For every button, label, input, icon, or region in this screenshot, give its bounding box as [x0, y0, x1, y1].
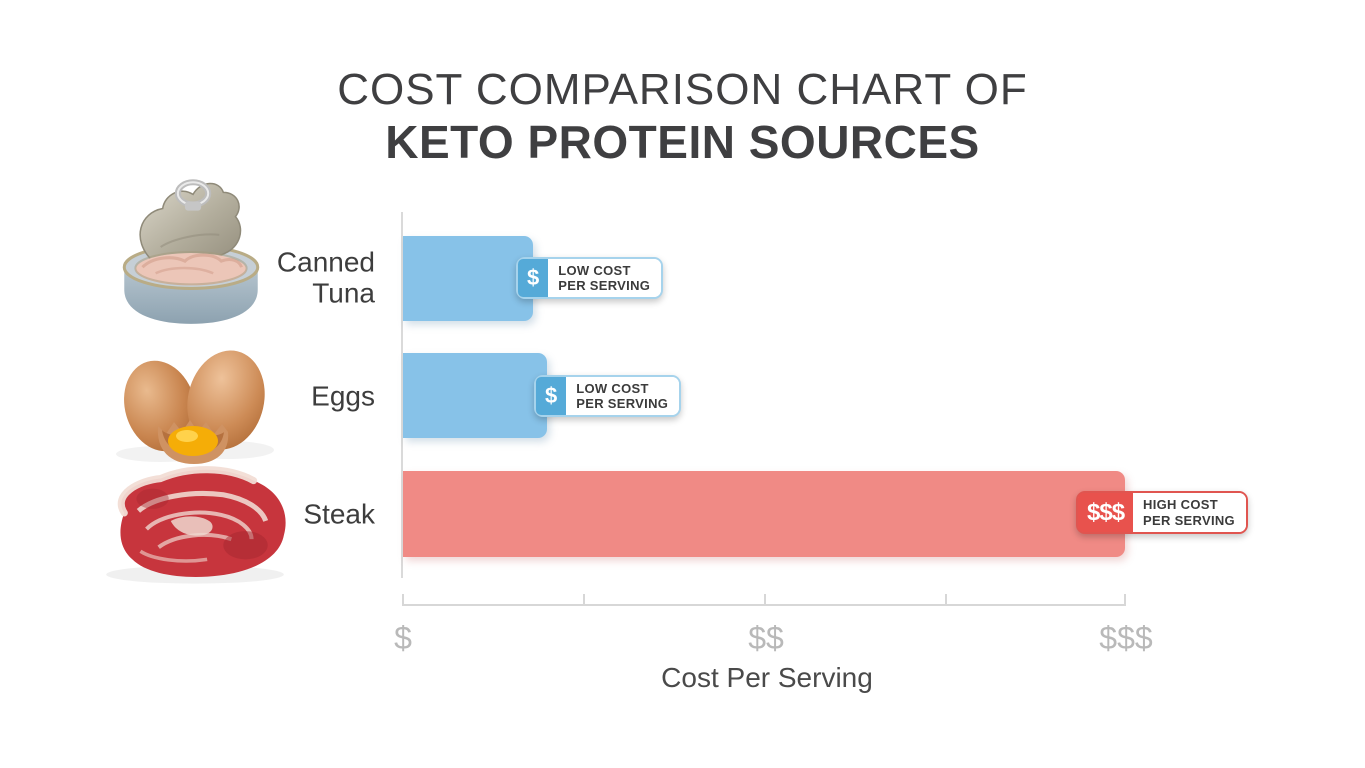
dollar-symbol: $: [518, 259, 549, 297]
bar-steak: [403, 471, 1125, 557]
x-axis-tick: [1124, 594, 1126, 606]
x-tick-label-low: $: [394, 620, 412, 656]
cost-badge-line-2: PER SERVING: [1143, 512, 1235, 528]
x-axis-tick: [583, 594, 585, 606]
bar-eggs: [403, 353, 547, 438]
x-tick-label-mid: $$: [748, 620, 784, 656]
cost-badge-steak: $$$ HIGH COST PER SERVING: [1076, 491, 1248, 534]
steak-photo: [106, 466, 286, 584]
y-axis-line: [401, 212, 403, 578]
cost-badge-text: LOW COST PER SERVING: [566, 377, 680, 415]
cost-badge-line-2: PER SERVING: [576, 396, 669, 411]
x-axis-title: Cost Per Serving: [661, 662, 873, 693]
category-label-steak: Steak: [303, 498, 375, 530]
cost-badge-line-1: LOW COST: [576, 380, 649, 396]
bar-canned-tuna: [403, 236, 533, 321]
x-axis-tick: [402, 594, 404, 606]
cost-badge-text: LOW COST PER SERVING: [548, 259, 662, 297]
cost-badge-line-2: PER SERVING: [558, 278, 651, 293]
cost-badge-eggs: $ LOW COST PER SERVING: [534, 375, 682, 417]
category-label-canned-tuna: Canned Tuna: [276, 246, 375, 309]
x-axis-tick: [945, 594, 947, 606]
triple-dollar-symbol: $$$: [1078, 493, 1134, 532]
canned-tuna-photo: [122, 179, 260, 324]
title-line-2: KETO PROTEIN SOURCES: [385, 116, 980, 169]
cost-badge-canned-tuna: $ LOW COST PER SERVING: [516, 257, 664, 299]
x-tick-label-high: $$$: [1099, 620, 1153, 656]
eggs-photo: [116, 350, 274, 464]
dollar-symbol: $: [536, 377, 567, 415]
title-line-1: COST COMPARISON CHART OF: [337, 65, 1028, 114]
category-label-eggs: Eggs: [311, 380, 375, 412]
cost-badge-text: HIGH COST PER SERVING: [1133, 493, 1246, 532]
page-title: COST COMPARISON CHART OF KETO PROTEIN SO…: [0, 65, 1365, 169]
cost-badge-line-1: HIGH COST: [1143, 497, 1218, 513]
cost-badge-line-1: LOW COST: [558, 262, 631, 278]
x-axis-tick: [764, 594, 766, 606]
